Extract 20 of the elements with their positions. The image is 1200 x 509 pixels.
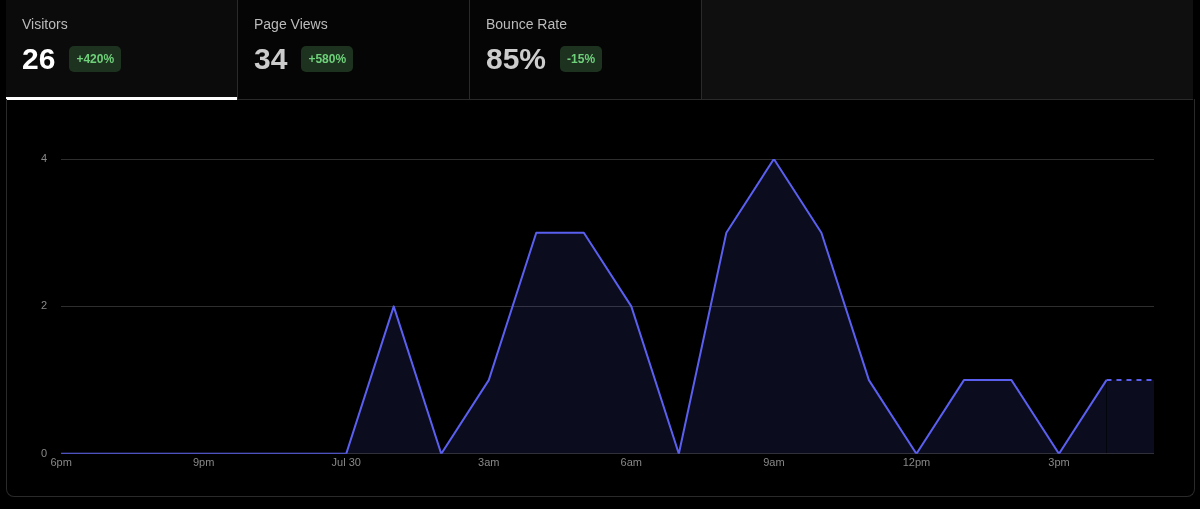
x-tick-label: 3am <box>478 456 500 469</box>
x-tick-label: 6am <box>620 456 643 469</box>
x-tick-label: Jul 30 <box>331 456 361 469</box>
y-tick-label: 0 <box>40 446 48 459</box>
x-tick-label: 3pm <box>1048 456 1070 469</box>
text: 34 <box>254 42 288 75</box>
y-tick-label: 4 <box>40 152 48 165</box>
category-label: Visitors <box>22 16 69 32</box>
x-tick-label: 9am <box>763 456 785 469</box>
category-label: Bounce Rate <box>486 16 568 32</box>
category-label: Page Views <box>254 16 329 32</box>
x-tick-label: 9pm <box>192 456 215 469</box>
x-tick-label: 12pm <box>902 456 931 469</box>
text: 85% <box>486 42 547 75</box>
text: -15% <box>560 46 603 72</box>
text: +580% <box>301 46 354 72</box>
y-tick-label: 2 <box>40 299 48 312</box>
text: +420% <box>69 46 122 72</box>
x-tick-label: 6pm <box>50 456 72 469</box>
text: 26 <box>22 42 56 75</box>
